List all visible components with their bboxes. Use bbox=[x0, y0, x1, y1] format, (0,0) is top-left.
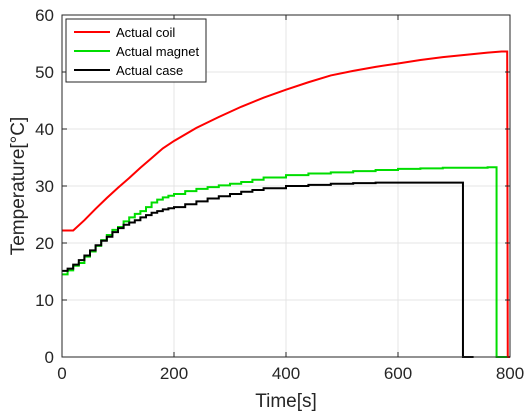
y-tick-label-4: 40 bbox=[35, 120, 54, 139]
y-tick-label-2: 20 bbox=[35, 234, 54, 253]
x-tick-label-2: 400 bbox=[272, 364, 300, 383]
y-axis-label: Temperature[°C] bbox=[8, 117, 29, 256]
legend: Actual coil Actual magnet Actual case bbox=[65, 18, 207, 83]
legend-label-0: Actual coil bbox=[116, 25, 175, 40]
series-line-actual-coil bbox=[62, 50, 510, 358]
legend-label-1: Actual magnet bbox=[116, 44, 199, 59]
y-tick-label-5: 50 bbox=[35, 63, 54, 82]
series-layer bbox=[62, 50, 510, 358]
y-tick-label-0: 0 bbox=[45, 348, 54, 367]
x-axis-label: Time[s] bbox=[255, 391, 317, 412]
y-tick-label-1: 10 bbox=[35, 291, 54, 310]
x-tick-label-3: 600 bbox=[384, 364, 412, 383]
y-tick-label-3: 30 bbox=[35, 177, 54, 196]
x-tick-label-4: 800 bbox=[496, 364, 524, 383]
y-tick-label-6: 60 bbox=[35, 6, 54, 25]
x-tick-label-1: 200 bbox=[160, 364, 188, 383]
legend-label-2: Actual case bbox=[116, 63, 183, 78]
ticks: 0 200 400 600 800 0 10 20 30 40 50 60 bbox=[35, 6, 524, 383]
x-tick-label-0: 0 bbox=[57, 364, 66, 383]
series-line-actual-case bbox=[62, 181, 474, 358]
